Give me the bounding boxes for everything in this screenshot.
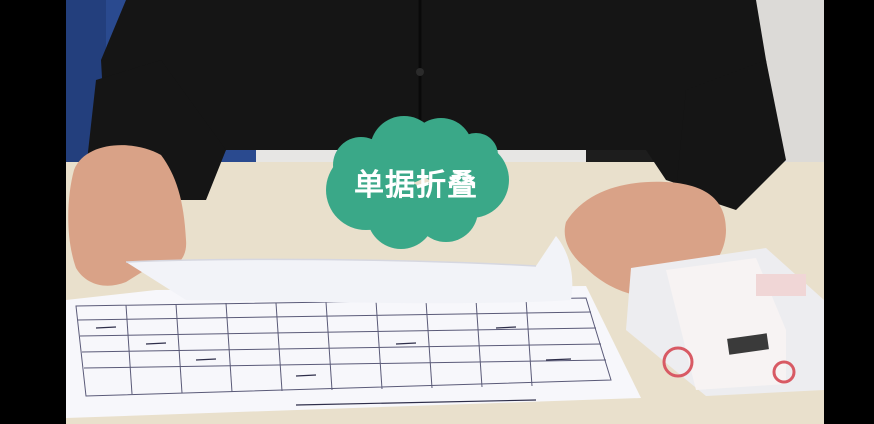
black-shirt — [101, 0, 776, 200]
cloud-badge — [326, 116, 509, 249]
folded-paper — [126, 236, 573, 304]
scene-illustration — [66, 0, 824, 424]
document-sheet — [66, 286, 641, 418]
receipts-stack — [626, 248, 824, 396]
photo — [66, 0, 824, 424]
left-hand — [68, 145, 187, 286]
caption-label: 单据折叠 — [354, 168, 478, 203]
letterbox-left — [0, 0, 66, 424]
letterbox-right — [824, 0, 874, 424]
